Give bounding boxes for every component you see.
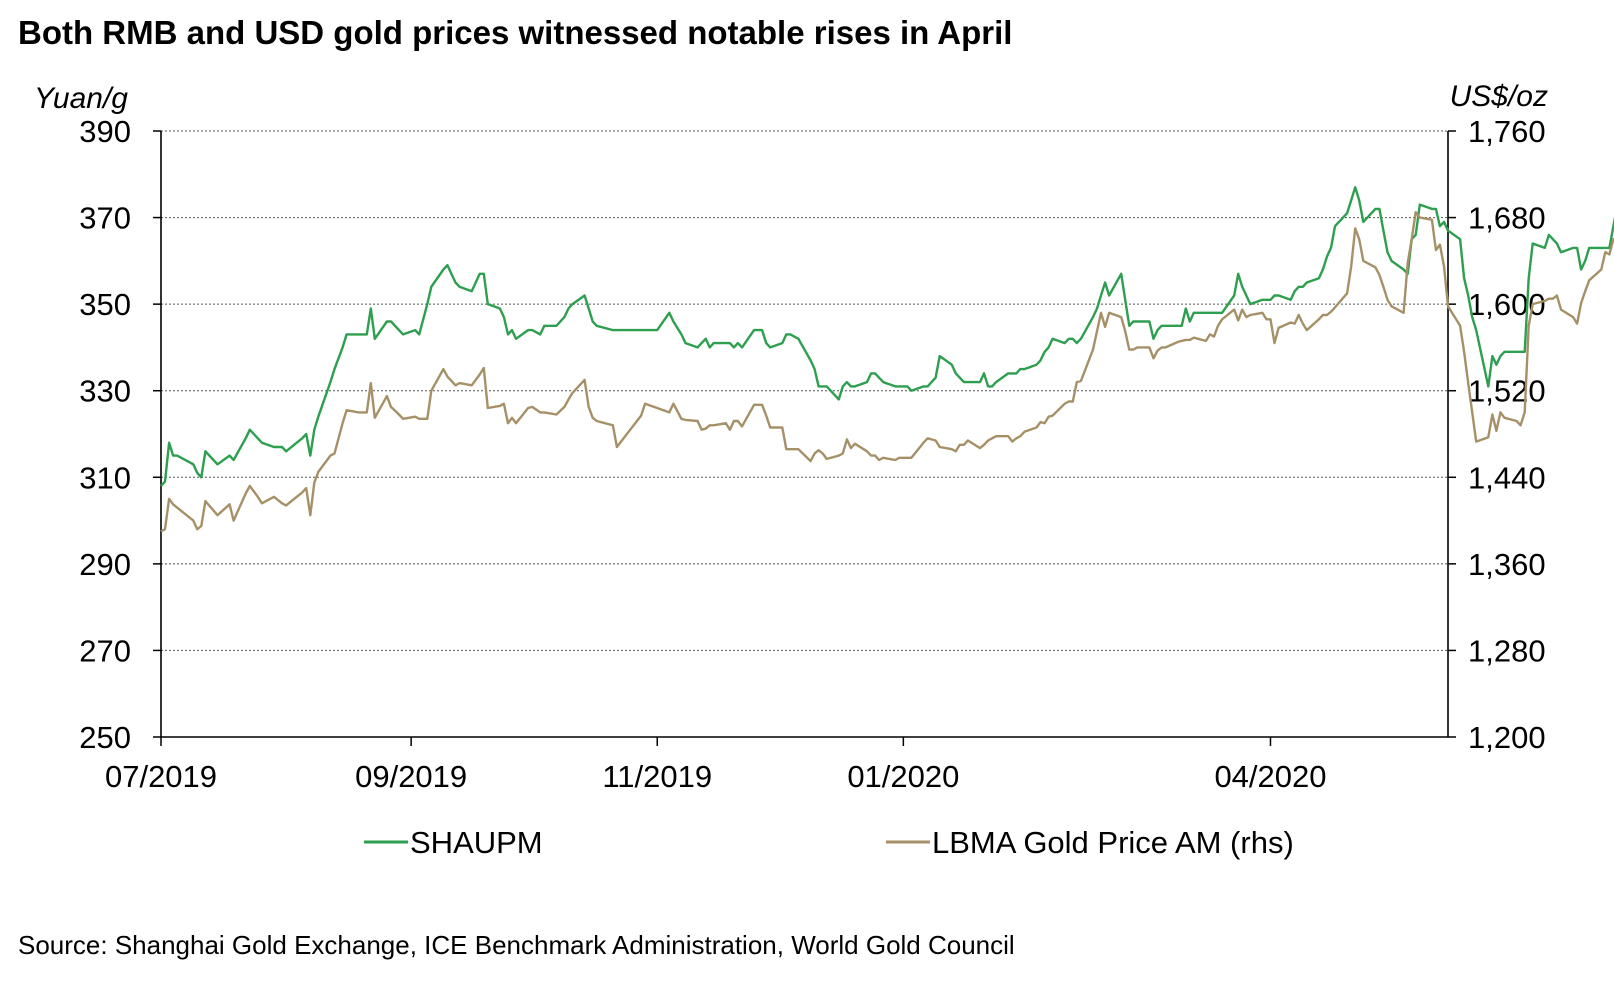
y-left-tick-label: 290 [79,547,131,582]
gridlines [161,130,1448,651]
y-left-tick-label: 330 [79,374,131,409]
x-tick-label: 01/2020 [847,759,959,794]
y-right-tick-label: 1,520 [1468,374,1546,409]
x-tick-label: 11/2019 [602,759,712,794]
series-line-lbma-gold-price-am-rhs [160,210,1614,533]
y-left-tick-label: 310 [79,460,131,495]
y-left-tick-label: 250 [79,720,131,755]
x-tick-label: 04/2020 [1214,759,1326,794]
y-left-tick-label: 270 [79,633,131,668]
y-left-tick-label: 350 [79,287,131,322]
y-right-tick-label: 1,200 [1468,720,1546,755]
legend-label-shaupm: SHAUPM [410,825,543,860]
y-right-tick-label: 1,680 [1468,201,1546,236]
x-tick-label: 07/2019 [105,759,217,794]
y-right-tick-label: 1,760 [1468,114,1546,149]
y-left-tick-label: 370 [79,201,131,236]
series-lines [160,186,1614,533]
y-right-tick-label: 1,280 [1468,633,1546,668]
chart-title: Both RMB and USD gold prices witnessed n… [18,14,1013,51]
series-line-shaupm [160,186,1614,487]
axis-ticks: 250 270 290 310 330 350 370 390 1,200 1,280 1,360 1… [79,114,1545,794]
y-right-tick-label: 1,440 [1468,460,1546,495]
legend-label-lbma: LBMA Gold Price AM (rhs) [932,825,1294,860]
y-right-tick-label: 1,360 [1468,547,1546,582]
y-left-tick-label: 390 [79,114,131,149]
legend: SHAUPM LBMA Gold Price AM (rhs) [364,825,1294,860]
x-tick-label: 09/2019 [355,759,467,794]
y-right-axis-label: US$/oz [1450,80,1548,113]
y-left-axis-label: Yuan/g [34,82,128,115]
source-note: Source: Shanghai Gold Exchange, ICE Benc… [18,930,1015,960]
axes [160,131,1449,738]
